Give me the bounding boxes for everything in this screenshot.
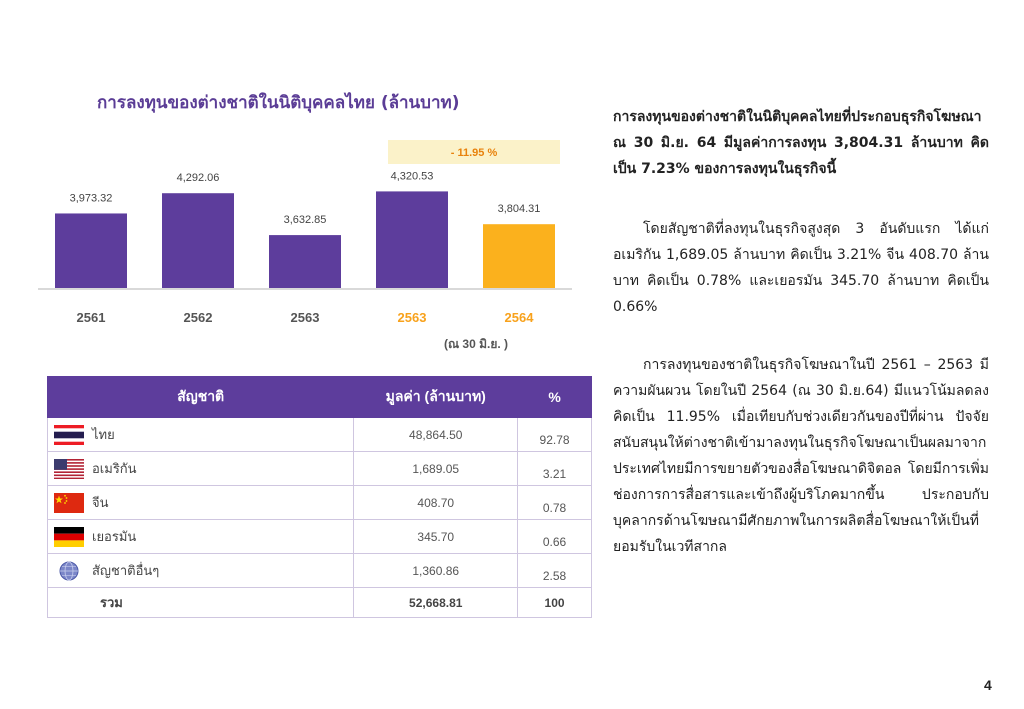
category-label: 2563 [291, 310, 320, 325]
category-label: 2563 [398, 310, 427, 325]
header-value: มูลค่า (ล้านบาท) [353, 376, 519, 418]
header-nationality: สัญชาติ [46, 376, 355, 418]
row-name-cell: ไทย [46, 417, 355, 452]
row-name: ไทย [92, 427, 115, 443]
row-name-cell: สัญชาติอื่นๆ [46, 553, 355, 588]
row-name-cell: อเมริกัน [46, 451, 355, 486]
category-label: 2561 [77, 310, 106, 325]
category-label: 2564 [505, 310, 535, 325]
row-name: สัญชาติอื่นๆ [92, 563, 160, 579]
chart-svg: - 11.95 % 3,973.32 2561 4,292.06 2562 3,632.8… [38, 140, 572, 351]
row-percent: 0.66 [517, 519, 592, 554]
row-name: เยอรมัน [92, 529, 137, 545]
change-badge-label: - 11.95 % [451, 147, 498, 159]
header-percent: % [517, 376, 592, 418]
germany-flag-icon [54, 527, 84, 548]
lead-paragraph: การลงทุนของต่างชาติในนิติบุคคลไทยที่ประก… [613, 109, 989, 177]
table-header-row: สัญชาติ มูลค่า (ล้านบาท) % [46, 376, 592, 418]
category-label: 2562 [184, 310, 213, 325]
row-value: 1,689.05 [353, 451, 519, 486]
data-label: 3,632.85 [284, 214, 327, 226]
row-value: 1,360.86 [353, 553, 519, 588]
table-row: จีน 408.70 0.78 [46, 485, 592, 520]
row-percent: 92.78 [517, 417, 592, 452]
row-value: 408.70 [353, 485, 519, 520]
bar [269, 235, 341, 288]
table-total-row: รวม 52,668.81 100 [46, 587, 592, 618]
trend-paragraph: การลงทุนของชาติในธุรกิจโฆษณาในปี 2561 – … [613, 357, 989, 555]
thailand-flag-icon [54, 425, 84, 446]
table-row: เยอรมัน 345.70 0.66 [46, 519, 592, 554]
china-flag-icon [54, 493, 84, 514]
row-percent: 2.58 [517, 553, 592, 588]
table-row: สัญชาติอื่นๆ 1,360.86 2.58 [46, 553, 592, 588]
total-value: 52,668.81 [353, 587, 519, 618]
usa-flag-icon [54, 459, 84, 480]
data-label: 3,973.32 [70, 192, 113, 204]
table-row: อเมริกัน 1,689.05 3.21 [46, 451, 592, 486]
row-name: อเมริกัน [92, 461, 137, 477]
chart-title: การลงทุนของต่างชาติในนิติบุคคลไทย (ล้านบ… [97, 93, 460, 113]
summary-text: การลงทุนของต่างชาติในนิติบุคคลไทยที่ประก… [613, 104, 989, 580]
bar [162, 193, 234, 288]
data-label: 4,292.06 [177, 172, 220, 184]
row-value: 48,864.50 [353, 417, 519, 452]
change-badge [388, 140, 560, 164]
row-name-cell: จีน [46, 485, 355, 520]
page-number: 4 [984, 677, 992, 693]
bar [483, 224, 555, 288]
data-label: 4,320.53 [391, 170, 434, 182]
row-percent: 0.78 [517, 485, 592, 520]
top-nationalities-paragraph: โดยสัญชาติที่ลงทุนในธุรกิจสูงสุด 3 อันดั… [613, 221, 989, 315]
row-name: จีน [92, 495, 109, 511]
globe-icon [54, 561, 84, 581]
nationality-table: สัญชาติ มูลค่า (ล้านบาท) % ไทย 48,864.50… [46, 376, 592, 618]
data-label: 3,804.31 [498, 203, 541, 215]
as-of-note: (ณ 30 มิ.ย. ) [444, 337, 508, 351]
row-value: 345.70 [353, 519, 519, 554]
total-label: รวม [46, 587, 355, 618]
investment-bar-chart: - 11.95 % 3,973.32 2561 4,292.06 2562 3,632.8… [0, 0, 600, 360]
row-name-cell: เยอรมัน [46, 519, 355, 554]
bar [376, 191, 448, 288]
row-percent: 3.21 [517, 451, 592, 486]
total-percent: 100 [517, 587, 592, 618]
table-row: ไทย 48,864.50 92.78 [46, 417, 592, 452]
bar [55, 213, 127, 288]
